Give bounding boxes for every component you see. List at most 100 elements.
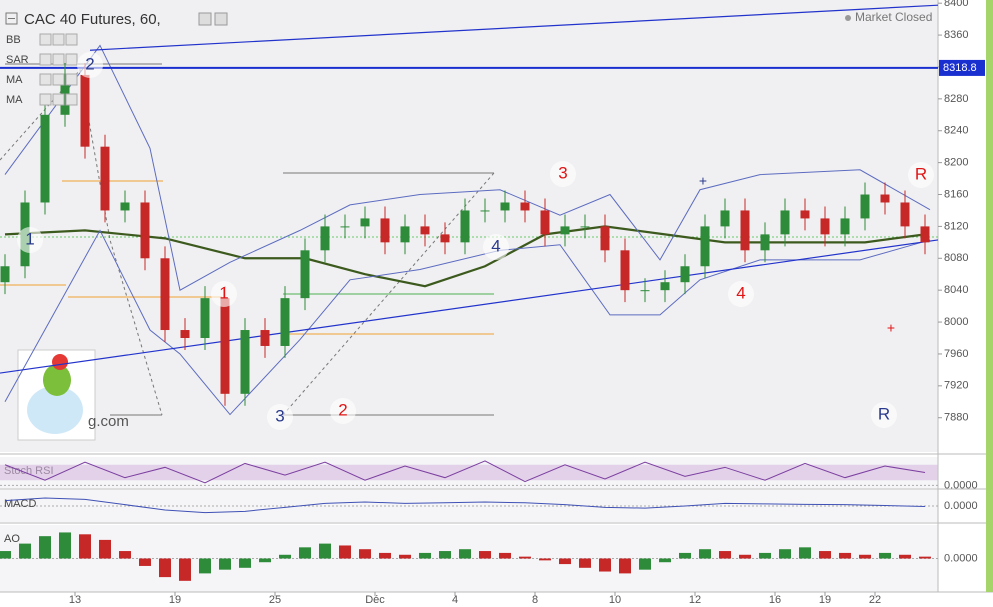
ao-bar bbox=[539, 558, 551, 561]
annotation-bubble bbox=[77, 52, 103, 78]
eye-icon[interactable] bbox=[198, 12, 212, 26]
candle-body bbox=[840, 218, 850, 235]
ao-bar bbox=[279, 554, 291, 559]
indicator-label: BB bbox=[6, 34, 21, 46]
indicator-icon[interactable] bbox=[39, 53, 52, 66]
ao-bar bbox=[99, 539, 111, 559]
candle-body bbox=[220, 298, 230, 394]
annotation: + bbox=[699, 173, 707, 189]
y-tick-label: 8400 bbox=[944, 0, 968, 9]
indicator-icon[interactable] bbox=[39, 33, 52, 46]
annotation: R bbox=[915, 164, 927, 183]
candle-body bbox=[400, 226, 410, 243]
ao-bar bbox=[839, 552, 851, 559]
x-tick-label: 25 bbox=[269, 594, 281, 606]
ao-bar bbox=[19, 543, 31, 559]
candle-body bbox=[760, 234, 770, 251]
annotation: 1 bbox=[25, 229, 34, 248]
indicator-icon[interactable] bbox=[65, 73, 78, 86]
ao-bar bbox=[399, 554, 411, 559]
candle-body bbox=[920, 226, 930, 243]
indicator-icon[interactable] bbox=[65, 93, 78, 106]
ao-bar bbox=[259, 558, 271, 563]
pane-title: AO bbox=[4, 533, 20, 545]
ao-bar bbox=[679, 552, 691, 559]
y-tick-label: 8240 bbox=[944, 125, 968, 137]
annotation: 2 bbox=[338, 400, 347, 419]
x-tick-label: 10 bbox=[609, 594, 621, 606]
annotation-bubble bbox=[267, 404, 293, 430]
candle-body bbox=[800, 210, 810, 219]
x-tick-label: 12 bbox=[689, 594, 701, 606]
annotation: 3 bbox=[275, 406, 284, 425]
y-tick-label: 0.0000 bbox=[944, 500, 978, 512]
candle-body bbox=[80, 74, 90, 147]
candle-body bbox=[720, 210, 730, 227]
annotation: 2 bbox=[85, 54, 94, 73]
indicator-icon[interactable] bbox=[52, 93, 65, 106]
candle-body bbox=[420, 226, 430, 235]
y-tick-label: 8040 bbox=[944, 284, 968, 296]
indicator-line bbox=[4, 44, 931, 291]
candle-body bbox=[660, 282, 670, 291]
candle-body bbox=[260, 330, 270, 346]
settings-icon[interactable] bbox=[214, 12, 228, 26]
annotation-bubble bbox=[550, 161, 576, 187]
ao-bar bbox=[239, 558, 251, 568]
candle-body bbox=[240, 330, 250, 394]
candle-body bbox=[160, 258, 170, 331]
level-label: 8318.8 bbox=[943, 62, 977, 74]
indicator-icon[interactable] bbox=[52, 73, 65, 86]
indicator-label: SAR bbox=[6, 54, 29, 66]
sticker-hat bbox=[52, 354, 68, 370]
ao-bar bbox=[159, 558, 171, 578]
ao-bar bbox=[479, 551, 491, 559]
ao-bar bbox=[599, 558, 611, 572]
level-badge bbox=[939, 59, 985, 76]
indicator-icon[interactable] bbox=[39, 93, 52, 106]
y-tick-label: 0.0000 bbox=[944, 479, 978, 491]
y-tick-label: 7920 bbox=[944, 380, 968, 392]
ao-bar bbox=[39, 536, 51, 559]
indicator-icon[interactable] bbox=[65, 33, 78, 46]
sticker-bag bbox=[43, 364, 71, 396]
ao-bar bbox=[879, 552, 891, 559]
ao-bar bbox=[359, 549, 371, 559]
ao-bar bbox=[659, 558, 671, 563]
candle-body bbox=[40, 114, 50, 203]
candle-body bbox=[460, 210, 470, 243]
side-strip bbox=[986, 0, 993, 592]
symbol-title: CAC 40 Futures, 60, bbox=[24, 11, 161, 28]
annotation-bubble bbox=[17, 227, 43, 253]
y-tick-label: 7960 bbox=[944, 348, 968, 360]
candle-body bbox=[380, 218, 390, 243]
annotation-bubble bbox=[908, 162, 934, 188]
candle-body bbox=[0, 266, 10, 283]
ao-bar bbox=[139, 558, 151, 566]
indicator-icon[interactable] bbox=[39, 73, 52, 86]
candle-body bbox=[860, 194, 870, 219]
ao-bar bbox=[459, 549, 471, 559]
ao-bar bbox=[59, 532, 71, 559]
candle-body bbox=[820, 218, 830, 235]
ao-bar bbox=[439, 551, 451, 559]
sticker bbox=[17, 349, 96, 441]
collapse-icon[interactable] bbox=[5, 12, 18, 25]
candle-body bbox=[880, 194, 890, 203]
candle-body bbox=[320, 226, 330, 251]
indicator-icon[interactable] bbox=[52, 53, 65, 66]
ao-bar bbox=[319, 543, 331, 559]
candle-body bbox=[360, 218, 370, 227]
drawing-line bbox=[0, 68, 163, 416]
ao-bar bbox=[579, 558, 591, 568]
ao-bar bbox=[419, 552, 431, 559]
ao-bar bbox=[499, 552, 511, 559]
indicator-icon[interactable] bbox=[52, 33, 65, 46]
ao-bar bbox=[379, 552, 391, 559]
y-tick-label: 8120 bbox=[944, 220, 968, 232]
ao-bar bbox=[559, 558, 571, 565]
ao-bar bbox=[519, 556, 531, 559]
indicator-icon[interactable] bbox=[65, 53, 78, 66]
candle-body bbox=[340, 226, 350, 228]
